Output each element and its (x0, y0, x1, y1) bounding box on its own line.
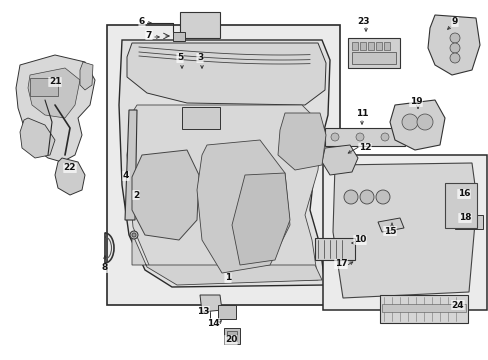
Text: 16: 16 (457, 189, 469, 198)
Bar (381, 304, 465, 312)
Polygon shape (127, 43, 325, 105)
Text: 17: 17 (334, 260, 346, 269)
Polygon shape (20, 118, 55, 158)
Bar (367, 42, 373, 50)
Text: 5: 5 (177, 54, 183, 63)
Polygon shape (55, 158, 85, 195)
Text: 1: 1 (224, 274, 231, 283)
Text: 3: 3 (197, 54, 203, 63)
Text: 6: 6 (139, 18, 145, 27)
Bar (182, 107, 220, 129)
Bar (359, 42, 365, 50)
Polygon shape (132, 233, 321, 285)
Polygon shape (389, 100, 444, 150)
Polygon shape (321, 145, 357, 175)
Text: 21: 21 (49, 77, 61, 86)
Circle shape (375, 190, 389, 204)
Bar (375, 42, 381, 50)
Text: 7: 7 (145, 31, 152, 40)
Polygon shape (119, 40, 329, 287)
Text: 14: 14 (206, 319, 219, 328)
Circle shape (449, 33, 459, 43)
Circle shape (380, 133, 388, 141)
Circle shape (132, 233, 136, 237)
Text: 15: 15 (383, 226, 395, 235)
Bar (383, 42, 389, 50)
Bar (323, 155, 486, 310)
Circle shape (359, 190, 373, 204)
Bar (224, 328, 240, 344)
Bar (173, 32, 184, 41)
Bar (180, 12, 220, 38)
Bar (314, 238, 354, 260)
Text: 13: 13 (196, 306, 209, 315)
Circle shape (330, 133, 338, 141)
Polygon shape (127, 105, 321, 283)
Polygon shape (377, 218, 403, 232)
Text: 23: 23 (357, 17, 369, 26)
Bar (226, 331, 237, 341)
Bar (30, 78, 58, 96)
Polygon shape (125, 110, 137, 220)
Bar (347, 38, 399, 68)
Text: 8: 8 (102, 264, 108, 273)
Circle shape (416, 114, 432, 130)
Bar (351, 42, 357, 50)
Polygon shape (197, 140, 289, 273)
Text: 19: 19 (409, 98, 422, 107)
Text: 2: 2 (133, 190, 139, 199)
Circle shape (130, 231, 138, 239)
Polygon shape (200, 295, 222, 312)
Text: 11: 11 (355, 109, 367, 118)
Polygon shape (132, 150, 199, 240)
Text: 9: 9 (451, 18, 457, 27)
Bar (325, 128, 404, 146)
Bar (351, 52, 395, 64)
Text: 10: 10 (353, 235, 366, 244)
Polygon shape (231, 173, 289, 265)
Polygon shape (28, 68, 80, 118)
Text: 22: 22 (63, 163, 76, 172)
Polygon shape (80, 62, 93, 90)
Text: 20: 20 (224, 336, 237, 345)
Bar (379, 295, 467, 323)
Polygon shape (332, 163, 476, 298)
Circle shape (355, 133, 363, 141)
Bar (107, 25, 339, 305)
Polygon shape (278, 113, 325, 170)
Text: 12: 12 (358, 144, 370, 153)
Text: 18: 18 (458, 213, 470, 222)
Circle shape (343, 190, 357, 204)
Polygon shape (427, 15, 479, 75)
Text: 24: 24 (451, 301, 464, 310)
Bar (218, 305, 236, 319)
Text: 4: 4 (122, 171, 129, 180)
Bar (444, 183, 476, 228)
Circle shape (449, 43, 459, 53)
Bar (454, 215, 482, 229)
Polygon shape (16, 55, 95, 162)
Circle shape (401, 114, 417, 130)
Circle shape (449, 53, 459, 63)
